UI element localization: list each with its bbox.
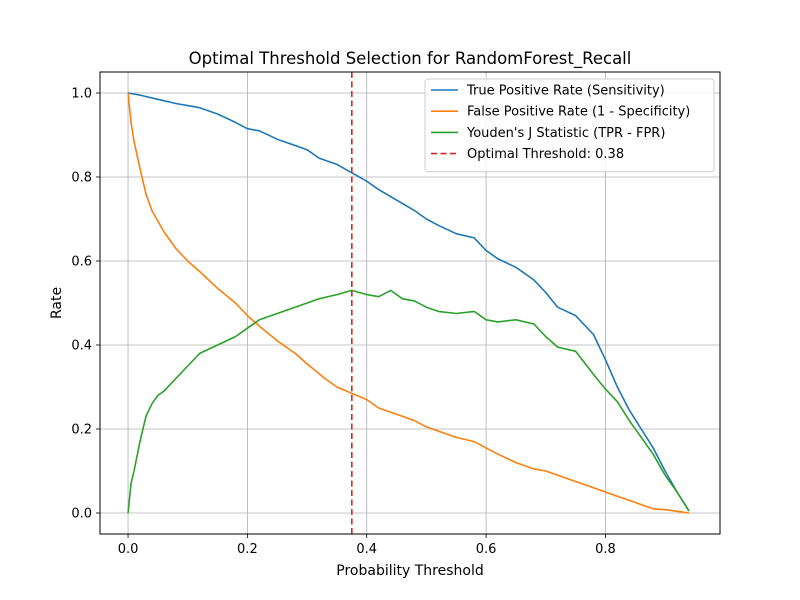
series-line-true-positive-rate-sensitivity: [127, 92, 690, 512]
y-tick-label: 0.0: [71, 507, 92, 522]
x-tick-label: 0.8: [595, 542, 616, 557]
series-line-false-positive-rate-1-specificity: [127, 92, 690, 514]
legend-label-youden-s-j-statistic-tpr-fpr: Youden's J Statistic (TPR - FPR): [466, 126, 665, 141]
x-tick-label: 0.0: [118, 542, 139, 557]
y-tick-label: 0.4: [71, 339, 92, 354]
x-tick-label: 0.2: [237, 542, 258, 557]
chart-title: Optimal Threshold Selection for RandomFo…: [189, 49, 632, 69]
y-axis-label: Rate: [49, 287, 65, 319]
legend: True Positive Rate (Sensitivity) False Po…: [424, 78, 715, 173]
legend-frame: [424, 78, 715, 173]
legend-label-true-positive-rate-sensitivity: True Positive Rate (Sensitivity): [466, 84, 665, 99]
x-axis-label: Probability Threshold: [336, 563, 483, 579]
y-tick-label: 0.2: [71, 423, 92, 438]
series-layer: [127, 72, 690, 534]
plot-frame: [99, 71, 721, 535]
y-tick-label: 0.8: [71, 171, 92, 186]
series-line-youden-s-j-statistic-tpr-fpr: [127, 289, 690, 514]
y-tick-label: 0.6: [71, 255, 92, 270]
ticks: 0.0 0.2 0.4 0.6 0.8 0.0 0.2 0.4 0.6 0.8 1.0: [71, 87, 615, 558]
x-tick-label: 0.6: [476, 542, 497, 557]
x-tick-label: 0.4: [356, 542, 377, 557]
legend-label-optimal-threshold-0-38: Optimal Threshold: 0.38: [467, 147, 624, 162]
y-tick-label: 1.0: [71, 87, 92, 102]
legend-label-false-positive-rate-1-specificity: False Positive Rate (1 - Specificity): [467, 105, 690, 120]
